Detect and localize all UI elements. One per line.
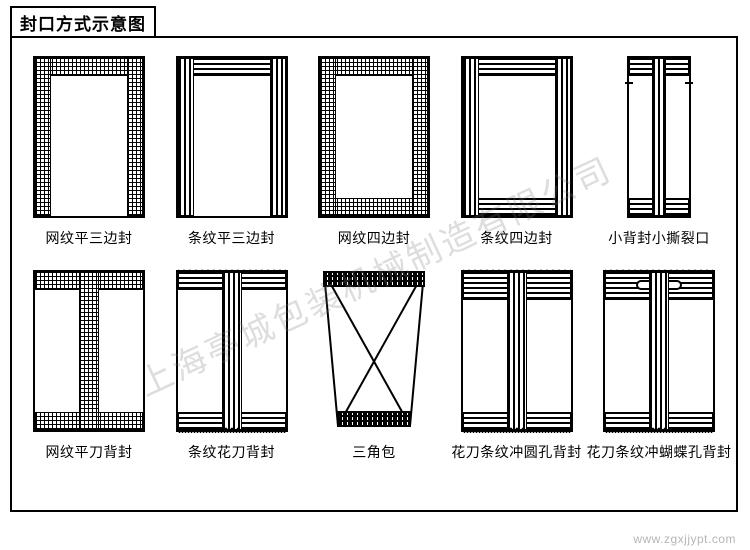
diagram-frame: 上海亭城包装机械制造有限公司 网纹平三边封 条纹 bbox=[10, 36, 738, 512]
caption: 花刀条纹冲圆孔背封 bbox=[451, 442, 582, 462]
cell-r1c3: 网纹四边封 bbox=[305, 52, 443, 248]
row-2: 网纹平刀背封 条纹花刀背封 bbox=[20, 266, 728, 462]
caption: 花刀条纹冲蝴蝶孔背封 bbox=[587, 442, 732, 462]
caption: 三角包 bbox=[352, 442, 396, 462]
cell-r1c5: 小背封小撕裂口 bbox=[590, 52, 728, 248]
cell-r1c4: 条纹四边封 bbox=[448, 52, 586, 248]
caption: 条纹平三边封 bbox=[188, 228, 275, 248]
caption: 网纹平刀背封 bbox=[46, 442, 133, 462]
cell-r2c4: 花刀条纹冲圆孔背封 bbox=[448, 266, 586, 462]
cell-r2c3: 三角包 bbox=[305, 266, 443, 462]
footer-url: www.zgxjjypt.com bbox=[633, 532, 736, 546]
caption: 条纹四边封 bbox=[480, 228, 553, 248]
pkg-stripe-three-side bbox=[172, 52, 292, 222]
pkg-stripe-four-side bbox=[457, 52, 577, 222]
cell-r1c1: 网纹平三边封 bbox=[20, 52, 158, 248]
caption: 网纹四边封 bbox=[338, 228, 411, 248]
caption: 条纹花刀背封 bbox=[188, 442, 275, 462]
pkg-zig-stripe-butterfly-hole bbox=[599, 266, 719, 436]
cell-r2c2: 条纹花刀背封 bbox=[163, 266, 301, 462]
pkg-mesh-three-side bbox=[29, 52, 149, 222]
title: 封口方式示意图 bbox=[10, 6, 156, 39]
cell-r2c5: 花刀条纹冲蝴蝶孔背封 bbox=[590, 266, 728, 462]
pkg-mesh-back-flat bbox=[29, 266, 149, 436]
caption: 小背封小撕裂口 bbox=[608, 228, 710, 248]
cell-r2c1: 网纹平刀背封 bbox=[20, 266, 158, 462]
row-1: 网纹平三边封 条纹平三边封 网 bbox=[20, 52, 728, 248]
cell-r1c2: 条纹平三边封 bbox=[163, 52, 301, 248]
caption: 网纹平三边封 bbox=[46, 228, 133, 248]
pkg-stripe-back-zig bbox=[172, 266, 292, 436]
pkg-zig-stripe-round-hole bbox=[457, 266, 577, 436]
pkg-mesh-four-side bbox=[314, 52, 434, 222]
pkg-triangle bbox=[314, 266, 434, 436]
pkg-small-back-tear bbox=[599, 52, 719, 222]
